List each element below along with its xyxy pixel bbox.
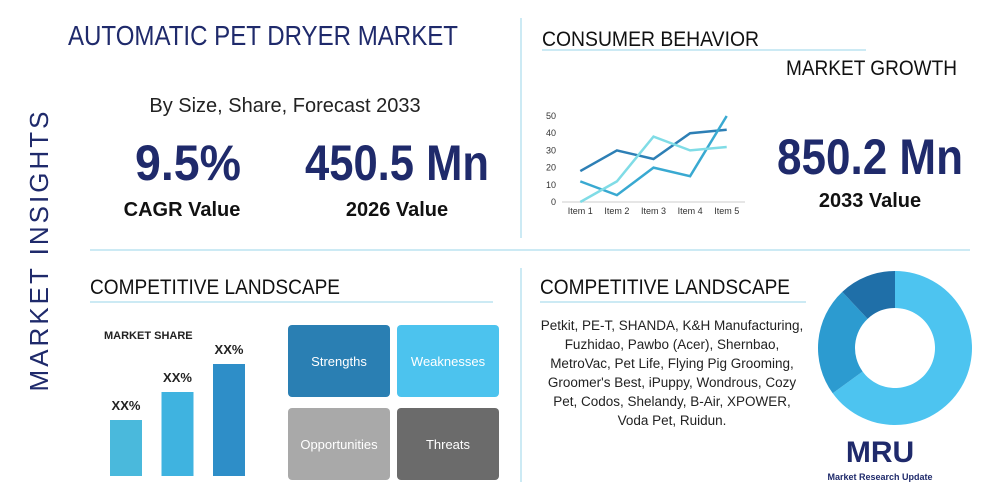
stat-label: 2026 Value: [346, 199, 448, 221]
side-label: MARKET INSIGHTS: [24, 109, 54, 392]
bar: [161, 392, 194, 476]
y-tick-label: 20: [546, 163, 556, 173]
line-series: [579, 135, 727, 204]
y-tick-label: 10: [546, 180, 556, 190]
donut-slice: [818, 291, 868, 394]
y-tick-label: 0: [551, 197, 556, 207]
swot-label: Opportunities: [300, 437, 378, 452]
section-title: COMPETITIVE LANDSCAPE: [90, 276, 340, 299]
donut-slice: [842, 271, 895, 319]
x-tick-label: Item 2: [604, 206, 629, 216]
subtitle: By Size, Share, Forecast 2033: [149, 95, 420, 117]
bar-label: XX%: [163, 370, 192, 385]
y-tick-label: 30: [546, 145, 556, 155]
title: AUTOMATIC PET DRYER MARKET: [68, 20, 458, 51]
stat-value: 450.5 Mn: [305, 135, 489, 191]
bar: [110, 420, 142, 476]
company-list: Petkit, PE-T, SHANDA, K&H Manufacturing,…: [540, 318, 804, 428]
stat-label: 2033 Value: [819, 190, 921, 212]
swot-label: Threats: [426, 437, 471, 452]
line-series: [579, 115, 728, 197]
section-title: COMPETITIVE LANDSCAPE: [540, 276, 790, 299]
bar-label: XX%: [112, 398, 141, 413]
x-tick-label: Item 5: [714, 206, 739, 216]
chart-title: MARKET SHARE: [104, 330, 193, 342]
swot-box: [288, 408, 390, 480]
stat-value: 9.5%: [135, 135, 241, 191]
swot-box: [397, 325, 499, 397]
y-tick-label: 50: [546, 111, 556, 121]
bar: [213, 364, 245, 476]
section-title: CONSUMER BEHAVIOR: [542, 28, 759, 51]
donut-slice: [832, 271, 973, 425]
y-tick-label: 40: [546, 128, 556, 138]
stat-label: CAGR Value: [124, 199, 241, 221]
swot-label: Strengths: [311, 354, 367, 369]
bar-label: XX%: [215, 342, 244, 357]
logo-name: Market Research Update: [827, 472, 932, 482]
x-tick-label: Item 1: [568, 206, 593, 216]
section-subtitle: MARKET GROWTH: [786, 57, 957, 80]
x-tick-label: Item 4: [678, 206, 703, 216]
swot-label: Weaknesses: [411, 354, 486, 369]
stat-value: 850.2 Mn: [777, 129, 963, 185]
swot-box: [288, 325, 390, 397]
line-series: [579, 128, 727, 173]
x-tick-label: Item 3: [641, 206, 666, 216]
logo-mark: MRU: [846, 436, 914, 469]
swot-box: [397, 408, 499, 480]
